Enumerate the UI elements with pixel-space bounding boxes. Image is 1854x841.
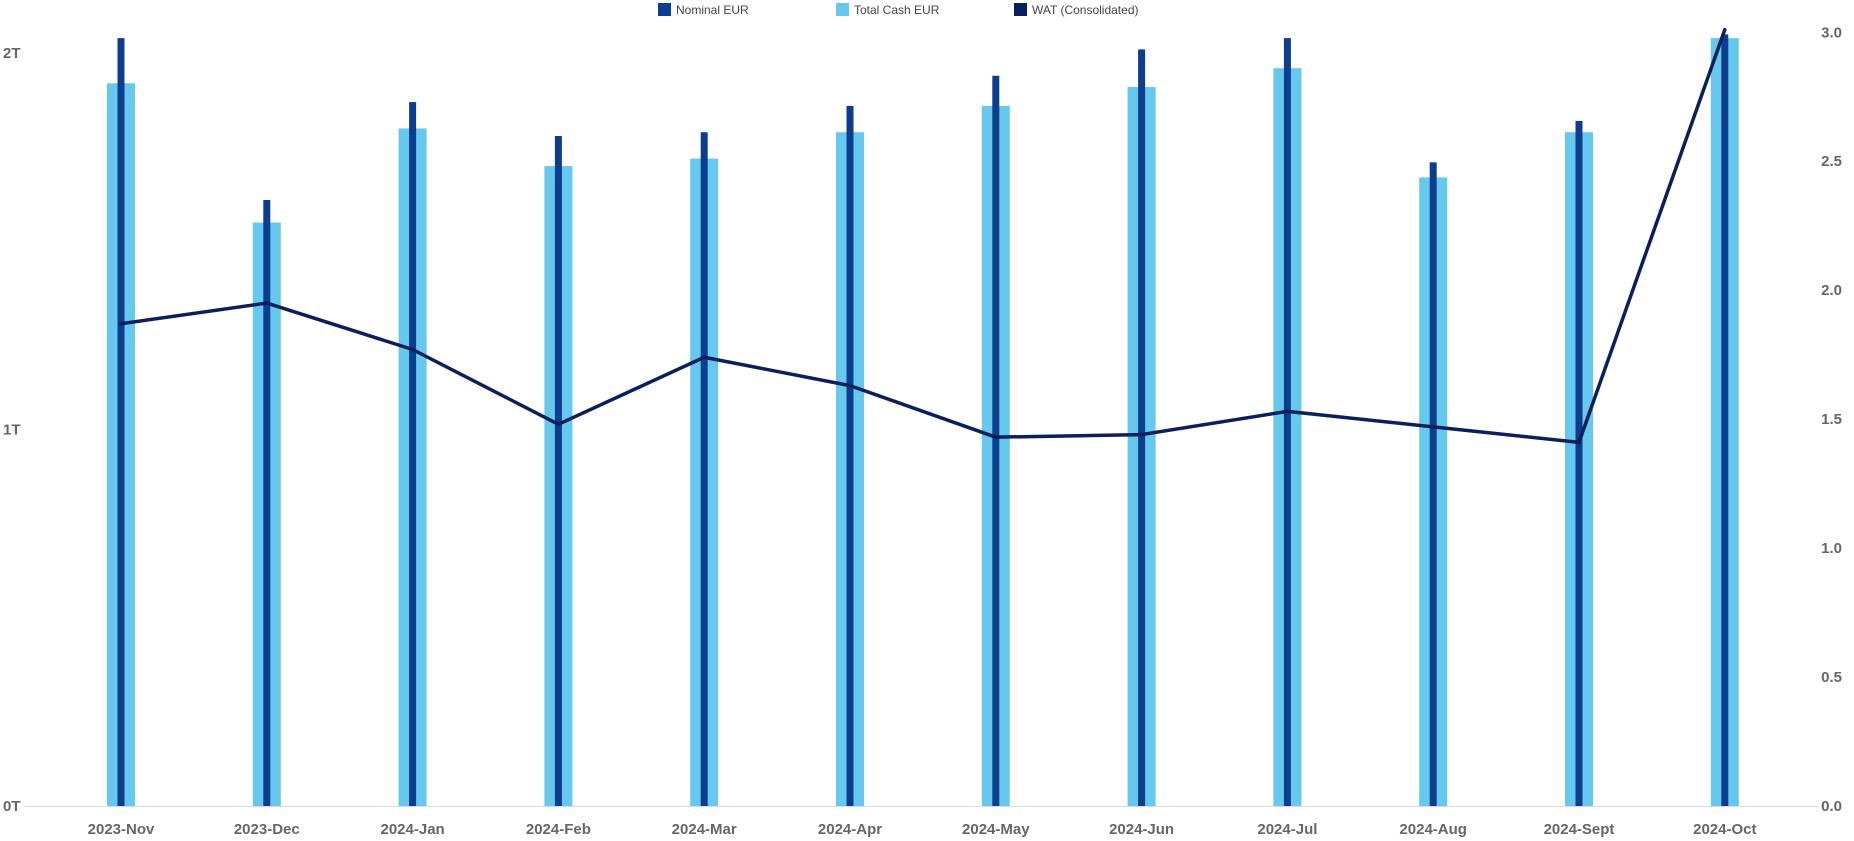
x-tick-label: 2024-May xyxy=(962,821,1030,838)
legend-swatch xyxy=(836,3,849,16)
wat-point xyxy=(1431,425,1435,429)
right-tick-label: 1.5 xyxy=(1821,411,1842,428)
nominal-bar xyxy=(1429,162,1437,806)
right-tick-label: 2.5 xyxy=(1821,153,1842,170)
nominal-bar xyxy=(409,102,417,807)
x-tick-label: 2024-Sept xyxy=(1544,821,1615,838)
nominal-bar xyxy=(846,105,854,806)
wat-point xyxy=(994,435,998,439)
wat-point xyxy=(265,301,269,305)
right-tick-label: 2.0 xyxy=(1821,282,1842,299)
x-tick-label: 2024-Feb xyxy=(526,821,591,838)
legend-label: WAT (Consolidated) xyxy=(1032,3,1138,17)
right-tick-label: 0.0 xyxy=(1821,798,1842,815)
nominal-bar xyxy=(1721,34,1729,806)
wat-point xyxy=(119,322,123,326)
nominal-bar xyxy=(1283,38,1291,807)
legend-label: Nominal EUR xyxy=(676,3,749,17)
nominal-bar xyxy=(1138,49,1146,806)
bar-series xyxy=(107,34,1739,807)
x-tick-label: 2024-Mar xyxy=(672,821,737,838)
left-tick-label: 2T xyxy=(3,45,21,62)
wat-point xyxy=(1285,409,1289,413)
x-axis: 2023-Nov 2023-Dec 2024-Jan 2024-Feb 2024-Mar… xyxy=(88,821,1757,838)
left-tick-label: 1T xyxy=(3,422,21,439)
legend-label: Total Cash EUR xyxy=(854,3,940,17)
wat-point xyxy=(1723,28,1727,32)
nominal-bar xyxy=(554,135,562,807)
x-tick-label: 2024-Apr xyxy=(818,821,882,838)
nominal-bar xyxy=(1575,120,1583,806)
legend-swatch xyxy=(1014,3,1027,16)
wat-point xyxy=(1140,433,1144,437)
nominal-bar xyxy=(117,38,125,807)
x-tick-label: 2024-Aug xyxy=(1399,821,1467,838)
wat-point xyxy=(848,384,852,388)
nominal-bar xyxy=(700,132,708,806)
x-tick-label: 2024-Oct xyxy=(1693,821,1756,838)
x-tick-label: 2024-Jul xyxy=(1257,821,1317,838)
legend-swatch xyxy=(658,3,671,16)
right-axis: 0.0 0.5 1.0 1.5 2.0 2.5 3.0 xyxy=(1821,24,1842,815)
wat-point xyxy=(556,422,560,426)
line-series xyxy=(119,27,1727,445)
wat-line xyxy=(119,27,1727,445)
x-tick-label: 2024-Jan xyxy=(380,821,444,838)
wat-point xyxy=(702,355,706,359)
x-tick-label: 2023-Dec xyxy=(234,821,300,838)
x-tick-label: 2024-Jun xyxy=(1109,821,1174,838)
x-tick-label: 2023-Nov xyxy=(88,821,155,838)
right-tick-label: 0.5 xyxy=(1821,669,1842,686)
nominal-bar xyxy=(992,75,1000,806)
left-axis: 0T 1T 2T xyxy=(3,45,21,815)
nominal-bar xyxy=(263,199,271,806)
legend: Nominal EUR Total Cash EUR WAT (Consolidat… xyxy=(658,3,1138,17)
right-tick-label: 1.0 xyxy=(1821,540,1842,557)
right-tick-label: 3.0 xyxy=(1821,24,1842,41)
wat-point xyxy=(411,347,415,351)
wat-point xyxy=(1577,440,1581,444)
left-tick-label: 0T xyxy=(3,798,21,815)
